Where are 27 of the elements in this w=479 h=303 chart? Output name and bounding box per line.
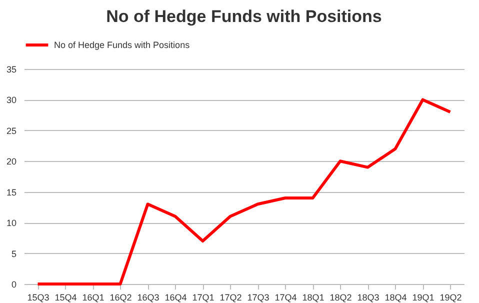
y-tick-label: 30 bbox=[6, 95, 16, 106]
x-tick-label: 16Q4 bbox=[164, 292, 187, 302]
x-tick-label: 17Q4 bbox=[274, 292, 297, 302]
x-tick-label: 19Q2 bbox=[440, 292, 462, 302]
x-tick-label: 17Q3 bbox=[247, 292, 270, 302]
y-tick-label: 10 bbox=[6, 218, 16, 228]
x-tick-label: 15Q3 bbox=[27, 292, 50, 302]
x-tick-label: 19Q1 bbox=[412, 292, 434, 302]
x-tick-label: 17Q1 bbox=[192, 292, 214, 302]
x-tick-label: 17Q2 bbox=[220, 292, 242, 302]
x-tick-label: 16Q2 bbox=[110, 292, 132, 302]
y-tick-label: 15 bbox=[6, 187, 16, 198]
line-series bbox=[36, 98, 452, 286]
x-tick-label: 18Q1 bbox=[302, 292, 324, 302]
x-tick-label: 18Q2 bbox=[330, 292, 352, 302]
y-tick-label: 5 bbox=[11, 248, 16, 259]
y-tick-label: 35 bbox=[6, 64, 16, 74]
y-tick-label: 20 bbox=[6, 156, 16, 167]
y-tick-label: 25 bbox=[6, 126, 16, 136]
x-tick-label: 18Q4 bbox=[384, 292, 407, 302]
x-tick-label: 16Q1 bbox=[82, 292, 104, 302]
x-tick-label: 18Q3 bbox=[357, 292, 380, 302]
legend-label: No of Hedge Funds with Positions bbox=[54, 40, 190, 50]
x-tick-label: 15Q4 bbox=[54, 292, 77, 302]
chart-title: No of Hedge Funds with Positions bbox=[106, 7, 382, 26]
y-tick-label: 0 bbox=[11, 280, 16, 290]
x-tick-label: 16Q3 bbox=[137, 292, 160, 302]
